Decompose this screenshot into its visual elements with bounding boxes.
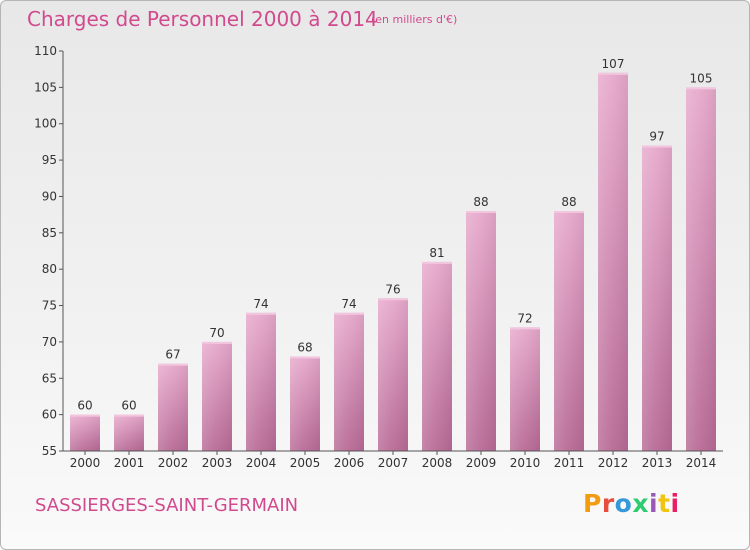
bar-top-highlight (290, 356, 320, 359)
x-tick-label-2009: 2009 (466, 456, 497, 470)
bar-top-highlight (598, 72, 628, 75)
data-label-2013: 97 (649, 130, 664, 144)
x-tick-label-2001: 2001 (114, 456, 145, 470)
logo-letter: t (658, 489, 671, 518)
bar-sheen (290, 356, 320, 451)
data-label-2003: 70 (209, 326, 224, 340)
logo-letter: i (670, 489, 680, 518)
x-tick-label-2014: 2014 (686, 456, 717, 470)
bar-sheen (686, 87, 716, 451)
logo-letter: x (632, 489, 649, 518)
y-tick-label: 55 (42, 444, 57, 458)
y-tick-label: 85 (42, 226, 57, 240)
bar-top-highlight (554, 211, 584, 213)
data-label-2011: 88 (561, 195, 576, 209)
bar-sheen (466, 211, 496, 451)
data-label-2008: 81 (429, 246, 444, 260)
y-tick-label: 80 (42, 262, 57, 276)
commune-name: SASSIERGES-SAINT-GERMAIN (35, 495, 299, 516)
chart-title: Charges de Personnel 2000 à 2014 (27, 7, 378, 31)
y-tick-label: 95 (42, 153, 57, 167)
data-label-2007: 76 (385, 282, 400, 296)
bar-sheen (510, 327, 540, 451)
data-label-2005: 68 (297, 340, 312, 354)
data-label-2006: 74 (341, 297, 356, 311)
x-tick-label-2002: 2002 (158, 456, 189, 470)
chart-subtitle: (en milliers d'€) (371, 13, 458, 26)
bars: 60 60 67 70 74 68 74 76 81 88 72 88 107 97 105 (70, 57, 716, 452)
bar-top-highlight (334, 312, 364, 315)
bar-sheen (378, 298, 408, 451)
y-tick-label: 75 (42, 299, 57, 313)
x-tick-label-2013: 2013 (642, 456, 673, 470)
y-tick-label: 90 (42, 189, 57, 203)
bar-sheen (334, 312, 364, 451)
data-label-2010: 72 (517, 311, 532, 325)
x-tick-label-2000: 2000 (70, 456, 101, 470)
x-tick-label-2006: 2006 (334, 456, 365, 470)
y-tick-label: 105 (34, 80, 57, 94)
bar-top-highlight (642, 145, 672, 148)
y-tick-label: 60 (42, 408, 57, 422)
x-tick-label-2004: 2004 (246, 456, 277, 470)
x-tick-label-2005: 2005 (290, 456, 321, 470)
data-label-2000: 60 (77, 399, 92, 413)
x-axis: 2000 2001 2002 2003 2004 2005 2006 2007 2008 2009… (63, 450, 723, 470)
x-tick-label-2012: 2012 (598, 456, 629, 470)
data-label-2002: 67 (165, 348, 180, 362)
bar-sheen (70, 414, 100, 451)
proxiti-logo: Proxiti (583, 489, 680, 518)
y-tick-label: 70 (42, 335, 57, 349)
y-tick-label: 100 (34, 117, 57, 131)
x-tick-label-2007: 2007 (378, 456, 409, 470)
bar-sheen (598, 72, 628, 452)
y-tick-label: 110 (34, 44, 57, 58)
bar-top-highlight (422, 261, 452, 264)
bar-top-highlight (202, 341, 232, 344)
bar-sheen (158, 363, 188, 451)
bar-sheen (114, 414, 144, 451)
logo-letter: i (649, 489, 659, 518)
bar-top-highlight (686, 87, 716, 90)
bar-top-highlight (114, 414, 144, 417)
bar-sheen (554, 211, 584, 451)
logo-letter: P (583, 489, 602, 518)
x-tick-label-2003: 2003 (202, 456, 233, 470)
data-label-2001: 60 (121, 399, 136, 413)
x-tick-label-2010: 2010 (510, 456, 541, 470)
data-label-2012: 107 (602, 57, 625, 71)
data-label-2009: 88 (473, 195, 488, 209)
data-label-2014: 105 (690, 71, 713, 85)
x-tick-label-2011: 2011 (554, 456, 585, 470)
bar-sheen (422, 261, 452, 451)
bar-sheen (202, 341, 232, 451)
x-tick-label-2008: 2008 (422, 456, 453, 470)
y-axis: 55 60 65 70 75 80 85 90 95 100 105 110 (34, 44, 64, 458)
bar-top-highlight (466, 211, 496, 213)
bar-sheen (246, 312, 276, 451)
y-tick-label: 65 (42, 371, 57, 385)
logo-letter: o (614, 489, 633, 518)
bar-top-highlight (378, 298, 408, 301)
data-label-2004: 74 (253, 297, 268, 311)
bar-top-highlight (70, 414, 100, 417)
bar-top-highlight (246, 312, 276, 315)
logo-letter: r (601, 489, 615, 518)
bar-top-highlight (158, 363, 188, 366)
bar-top-highlight (510, 327, 540, 330)
bar-sheen (642, 145, 672, 451)
